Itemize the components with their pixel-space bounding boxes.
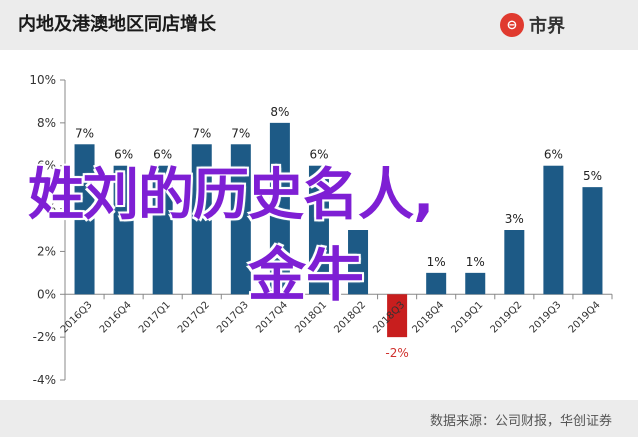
- y-tick-label: 4%: [37, 202, 56, 216]
- data-label: 6%: [309, 148, 328, 162]
- bar: [543, 165, 564, 295]
- bar-chart: 10% 8% 6% 4% 2% 0% -2% -4% 7% 2016Q3 6% 2016Q4 6% 201…: [29, 73, 613, 387]
- x-tick-label: 2019Q3: [528, 300, 564, 336]
- y-tick-label: 8%: [37, 116, 56, 130]
- y-tick-label: 10%: [29, 73, 56, 87]
- bar: [582, 187, 603, 295]
- data-label: 1%: [466, 255, 485, 269]
- chart-title: 内地及港澳地区同店增长: [18, 14, 216, 35]
- bar: [348, 230, 369, 295]
- data-label: 6%: [544, 148, 563, 162]
- header-bar: 内地及港澳地区同店增长 ⊖ 市界: [0, 0, 638, 50]
- bar: [269, 122, 290, 295]
- data-label: 7%: [75, 126, 94, 140]
- data-label: -2%: [385, 346, 408, 360]
- y-tick-label: 0%: [37, 287, 56, 301]
- x-tick-label: 2019Q4: [567, 300, 603, 336]
- bar: [308, 165, 329, 295]
- bar: [504, 230, 525, 295]
- bar: [113, 165, 134, 295]
- bar: [191, 144, 212, 295]
- bar: [74, 144, 95, 295]
- data-label: 7%: [231, 126, 250, 140]
- data-label: 6%: [153, 148, 172, 162]
- overlay-text-line2: 金牛: [248, 241, 365, 309]
- x-tick-label: 2016Q3: [59, 300, 95, 336]
- data-label: 5%: [583, 169, 602, 183]
- source-note: 数据来源：公司财报，华创证券: [429, 414, 612, 429]
- x-tick-label: 2017Q2: [176, 300, 212, 336]
- y-tick-label: 2%: [37, 244, 56, 258]
- data-label: 8%: [270, 105, 289, 119]
- data-label: 1%: [427, 255, 446, 269]
- data-label: 7%: [192, 126, 211, 140]
- x-tick-label: 2018Q4: [410, 300, 446, 336]
- brand-logo: ⊖ 市界: [500, 12, 565, 38]
- x-tick-label: 2019Q2: [489, 300, 525, 336]
- footer-bar: 数据来源：公司财报，华创证券: [0, 400, 638, 437]
- x-tick-label: 2019Q1: [450, 300, 486, 336]
- data-label: 3%: [505, 212, 524, 226]
- x-tick-label: 2016Q4: [98, 300, 134, 336]
- x-tick-label: 2017Q1: [137, 300, 173, 336]
- bar: [387, 294, 408, 338]
- brand-name: 市界: [529, 16, 565, 37]
- bar: [426, 272, 447, 295]
- data-label: 6%: [114, 148, 133, 162]
- y-tick-label: -2%: [33, 330, 56, 344]
- bar: [152, 165, 173, 295]
- y-tick-label: -4%: [33, 373, 56, 387]
- bar: [465, 272, 486, 295]
- x-tick-label: 2017Q3: [215, 300, 251, 336]
- brand-icon: ⊖: [500, 13, 524, 37]
- bar: [230, 144, 251, 295]
- overlay-text-line1: 姓刘的历史名人,: [28, 163, 434, 228]
- y-tick-label: 6%: [37, 159, 56, 173]
